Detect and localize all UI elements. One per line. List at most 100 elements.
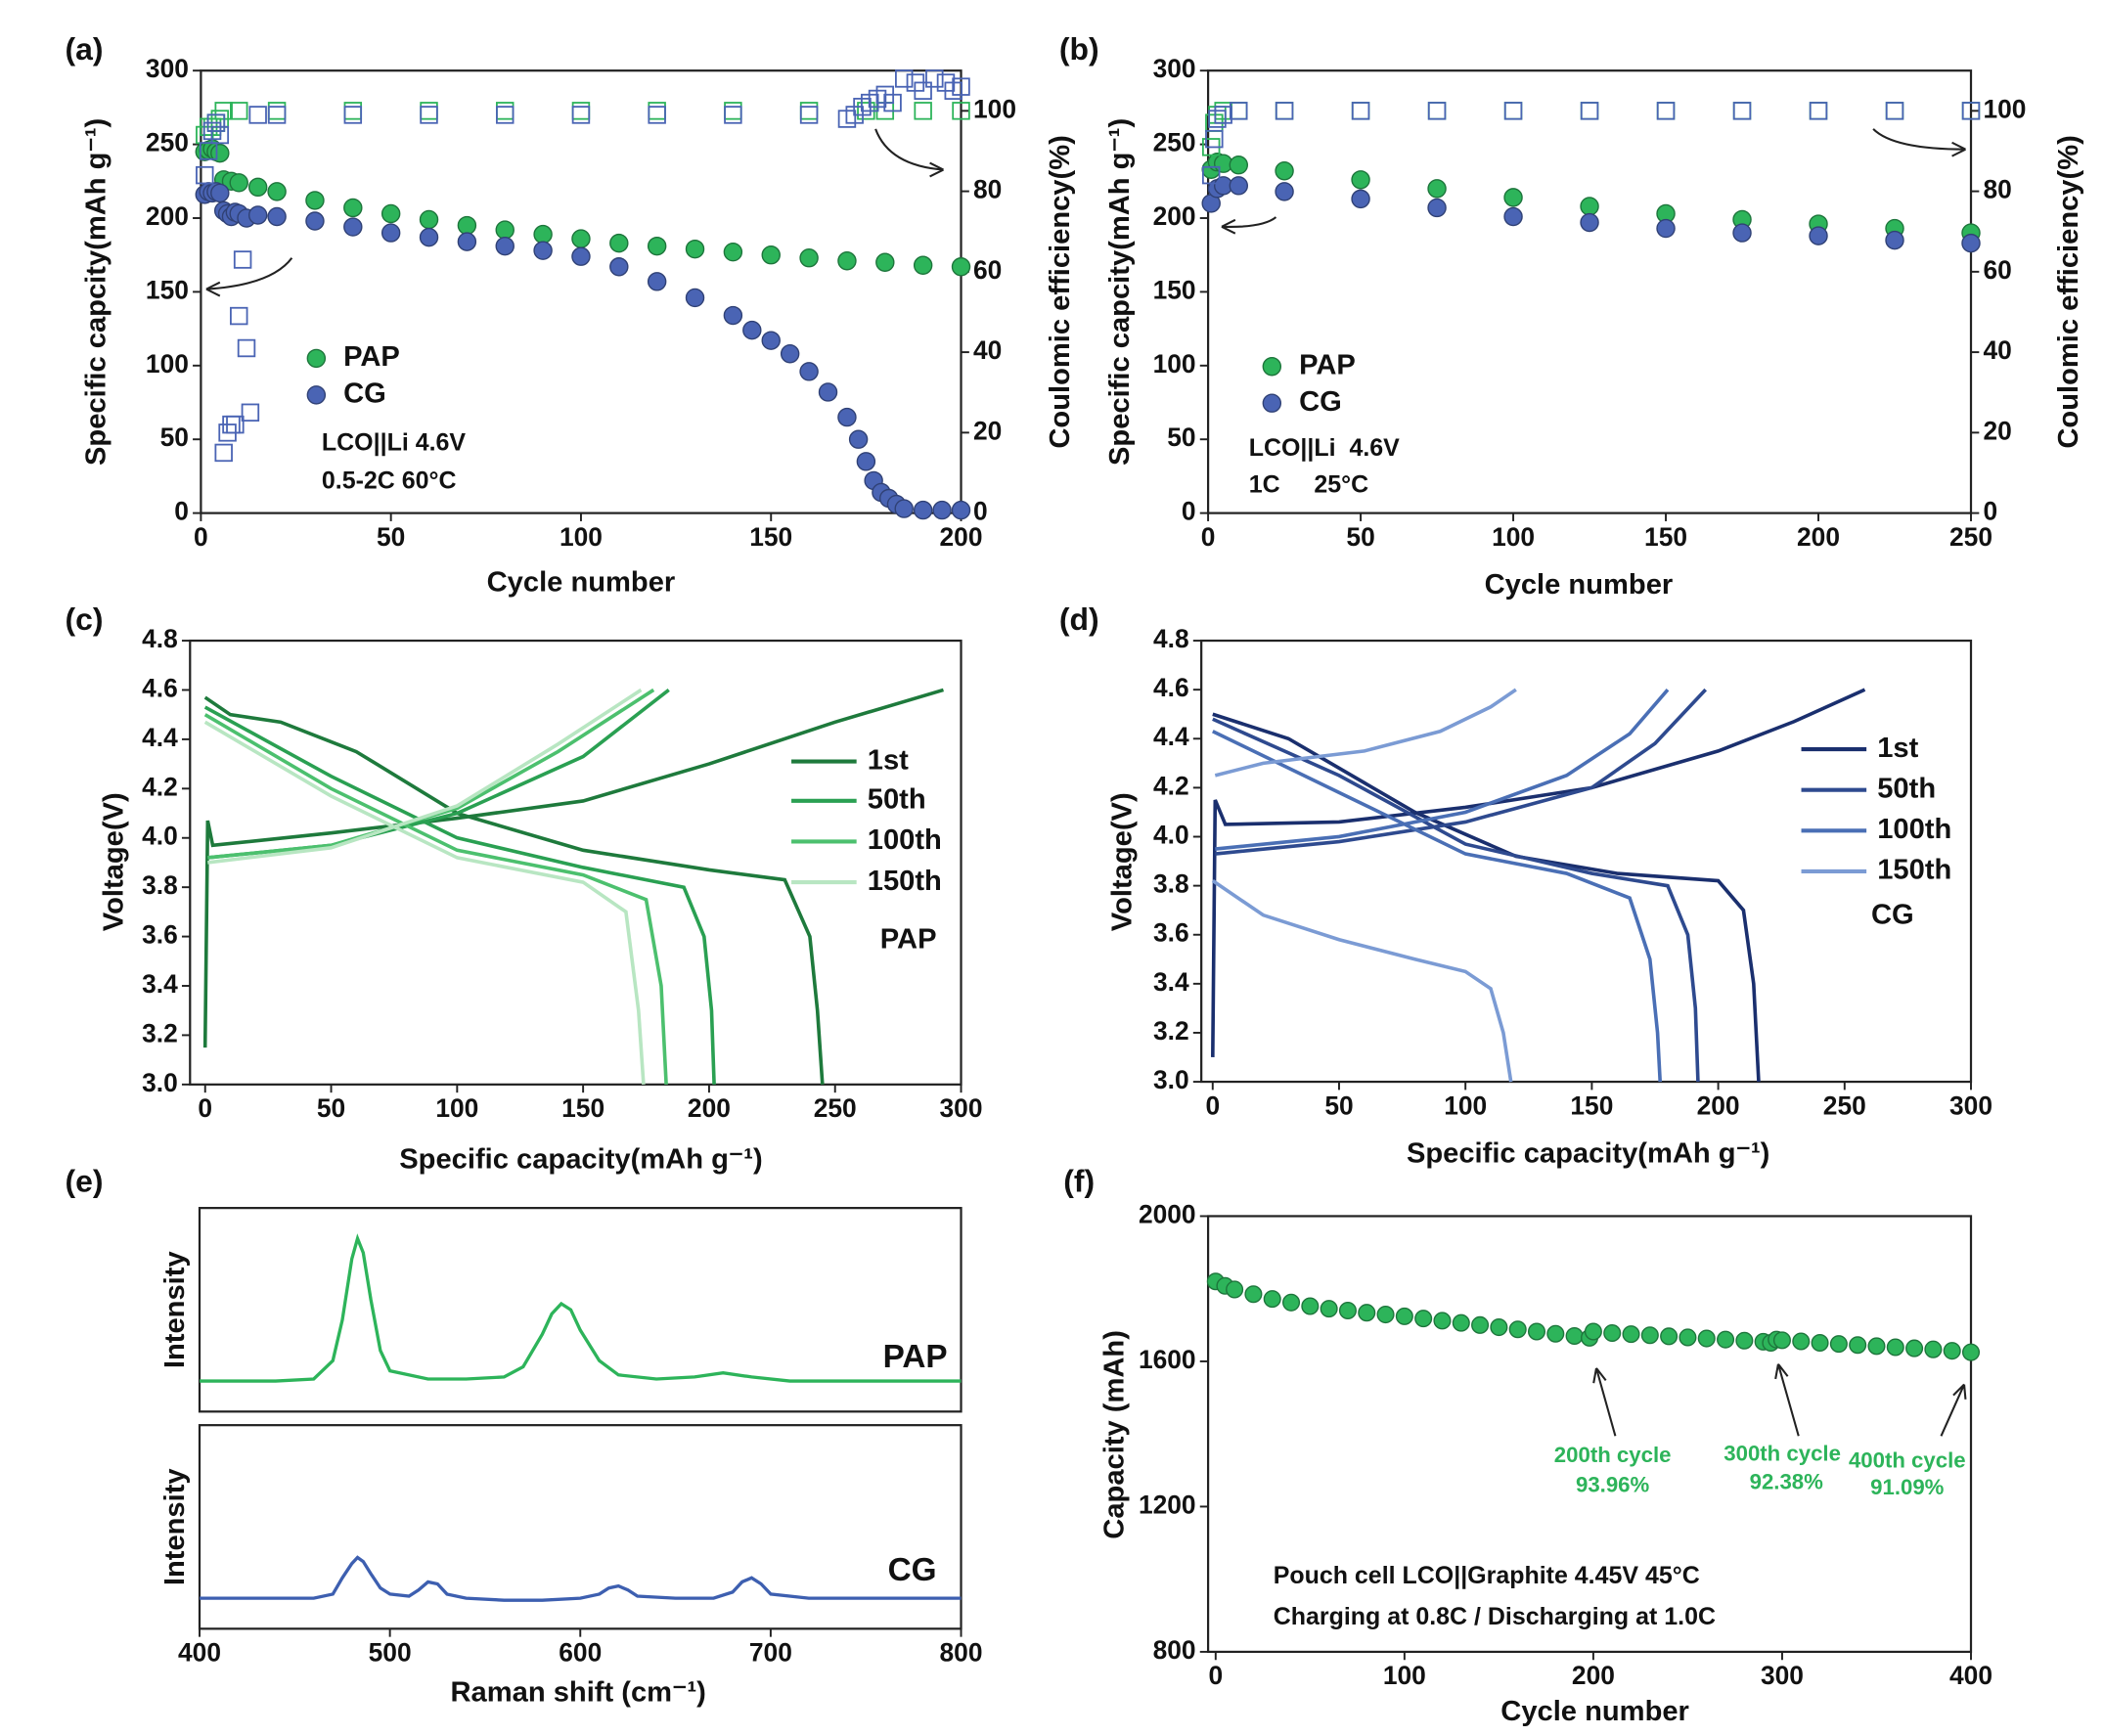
ce-marker <box>1809 102 1828 120</box>
capacity-marker <box>457 215 477 236</box>
capacity-marker <box>799 248 819 268</box>
y-tick-label: 3.0 <box>1153 1065 1189 1094</box>
capacity-marker <box>1697 1329 1716 1348</box>
x-tick-label: 50 <box>1324 1091 1353 1120</box>
capacity-marker <box>875 252 895 272</box>
panel-label: (d) <box>1059 601 1099 637</box>
capacity-marker <box>1351 189 1370 209</box>
legend-marker <box>306 385 327 405</box>
capacity-marker <box>1263 1290 1281 1309</box>
arrow-head <box>929 161 944 178</box>
capacity-marker <box>533 224 553 245</box>
arrow <box>1592 1367 1617 1437</box>
x-tick-label: 150 <box>749 522 792 552</box>
x-axis-label: Raman shift (cm⁻¹) <box>451 1677 706 1709</box>
y-tick-label: 0 <box>174 497 189 526</box>
y-axis-label: Voltage(V) <box>1107 792 1139 931</box>
legend-label: 150th <box>1877 855 1951 886</box>
legend-marker <box>1262 357 1282 377</box>
x-tick-label: 200 <box>1697 1091 1740 1120</box>
capacity-marker <box>1433 1312 1452 1330</box>
capacity-marker <box>1580 212 1599 233</box>
y-axis-label: Capacity (mAh) <box>1098 1330 1130 1539</box>
x-tick-label: 200 <box>1572 1661 1615 1690</box>
ce-marker <box>1427 102 1447 120</box>
capacity-marker <box>495 236 515 256</box>
capacity-marker <box>1351 170 1370 190</box>
capacity-marker <box>1792 1332 1811 1351</box>
capacity-marker <box>742 320 762 340</box>
y2-tick-label: 100 <box>973 94 1016 123</box>
series <box>1201 176 1981 253</box>
ce-marker <box>1201 165 1221 185</box>
curve <box>203 688 668 1085</box>
capacity-marker <box>1849 1336 1867 1355</box>
x-tick-label: 50 <box>377 522 405 552</box>
ce-marker <box>952 102 970 120</box>
ce-marker <box>343 106 363 124</box>
ce-marker <box>1732 102 1752 120</box>
ce-marker <box>1580 102 1599 120</box>
y-tick-label: 4.2 <box>1153 771 1189 800</box>
capacity-marker <box>1943 1342 1961 1360</box>
capacity-marker <box>1320 1300 1338 1318</box>
capacity-marker <box>1867 1337 1886 1356</box>
ce-marker <box>196 165 214 185</box>
capacity-marker <box>1376 1306 1395 1324</box>
ce-marker <box>210 125 230 145</box>
x-axis-label: Cycle number <box>487 566 676 598</box>
ce-marker <box>1275 102 1294 120</box>
ce-marker <box>571 102 591 120</box>
y2-tick-label: 20 <box>1983 416 2011 445</box>
curve <box>1212 688 1708 1083</box>
capacity-marker <box>1924 1340 1943 1358</box>
ce-marker <box>230 306 248 326</box>
legend-label: CG <box>1299 386 1342 418</box>
capacity-marker <box>229 173 248 193</box>
ce-marker <box>226 415 245 434</box>
legend-label: 50th <box>868 784 926 816</box>
capacity-marker <box>1546 1324 1565 1343</box>
x-axis-label: Specific capacity(mAh g⁻¹) <box>1407 1138 1769 1170</box>
ce-marker <box>199 142 218 160</box>
capacity-marker <box>1395 1307 1413 1325</box>
capacity-marker <box>343 217 363 237</box>
annotation: CG <box>1871 899 1914 930</box>
series <box>1201 102 1981 156</box>
ce-marker <box>799 106 819 124</box>
y-tick-label: 150 <box>1153 275 1196 304</box>
capacity-marker <box>247 205 268 225</box>
series <box>1206 1272 1981 1361</box>
ce-marker <box>895 69 914 88</box>
capacity-marker <box>761 245 781 265</box>
x-tick-label: 250 <box>1823 1091 1866 1120</box>
capacity-marker <box>1679 1328 1697 1347</box>
series <box>195 139 971 277</box>
y-tick-label: 4.8 <box>1153 624 1189 653</box>
ce-marker <box>267 102 287 120</box>
x-tick-label: 50 <box>317 1093 345 1123</box>
legend-label: PAP <box>343 341 400 373</box>
capacity-marker <box>1229 156 1249 175</box>
y-tick-label: 1200 <box>1139 1490 1196 1519</box>
annotation: LCO||Li 4.6V <box>322 428 467 456</box>
spectrum <box>199 1555 962 1602</box>
arrow <box>874 128 944 171</box>
plot-frame <box>1206 1215 1973 1654</box>
plot-frame <box>200 69 962 514</box>
capacity-marker <box>647 272 667 291</box>
ce-marker <box>1809 102 1828 120</box>
ce-marker <box>1205 129 1224 149</box>
capacity-marker <box>1427 179 1447 199</box>
spectrum-label: PAP <box>883 1339 948 1375</box>
panel-label: (f) <box>1063 1164 1095 1199</box>
ce-marker <box>1351 102 1370 120</box>
x-axis-label: Cycle number <box>1500 1696 1689 1727</box>
capacity-marker <box>799 362 819 381</box>
y2-tick-label: 40 <box>973 335 1002 365</box>
y-tick-label: 4.0 <box>142 822 178 851</box>
capacity-marker <box>1640 1326 1659 1345</box>
capacity-marker <box>951 500 971 520</box>
arrow <box>1774 1363 1800 1437</box>
